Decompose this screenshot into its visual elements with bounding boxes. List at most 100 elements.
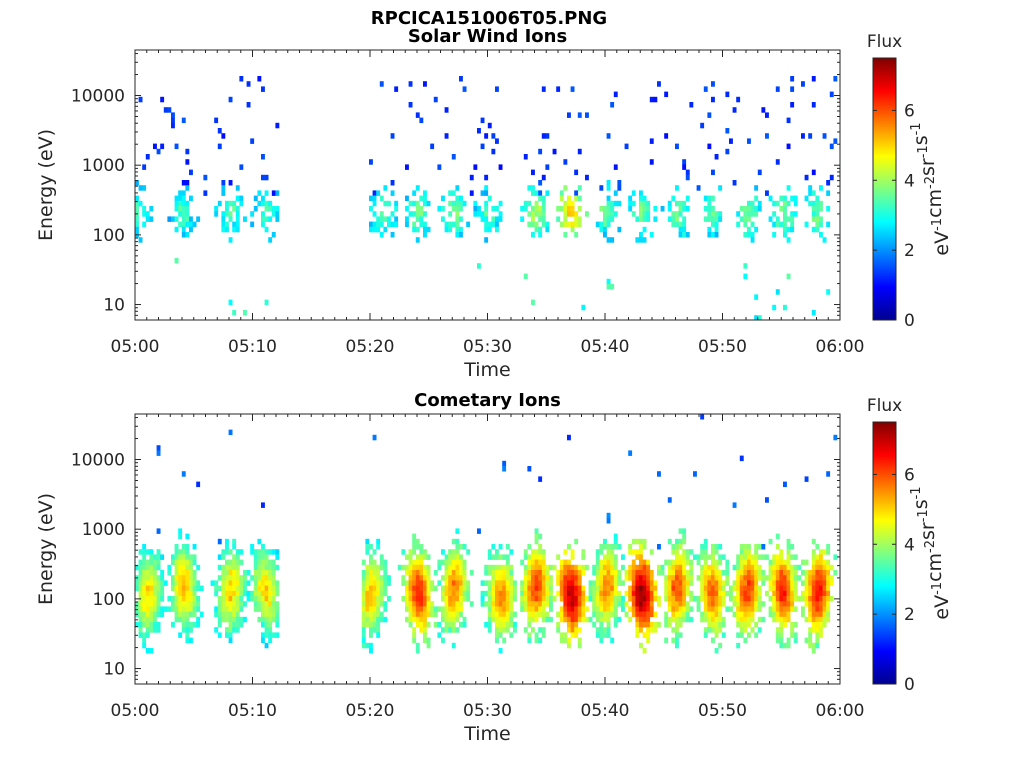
y-axis-label: Energy (eV) [35, 129, 57, 241]
spectrogram-cell [610, 601, 615, 607]
spectrogram-cell [718, 185, 723, 191]
spectrogram-cell [721, 632, 726, 638]
spectrogram-cell [448, 575, 453, 581]
spectrogram-cell [541, 559, 546, 566]
spectrogram-cell [495, 632, 499, 638]
spectrogram-cell [577, 637, 582, 644]
spectrogram-cell [264, 632, 269, 638]
spectrogram-cell [495, 216, 499, 222]
spectrogram-cell [613, 91, 618, 98]
spectrogram-cell [185, 596, 190, 602]
spectrogram-cell [189, 601, 193, 607]
spectrogram-cell [822, 601, 827, 607]
spectrogram-cell [271, 601, 276, 607]
spectrogram-cell [678, 590, 683, 597]
spectrogram-cell [563, 575, 568, 581]
spectrogram-cell [610, 564, 615, 571]
spectrogram-cell [390, 180, 395, 186]
x-axis-label: Time [463, 723, 511, 745]
spectrogram-cell [628, 616, 633, 623]
spectrogram-cell [412, 544, 417, 550]
spectrogram-cell [599, 585, 604, 592]
spectrogram-cell [667, 590, 672, 597]
spectrogram-cell [419, 616, 424, 623]
x-tick-label: 05:00 [111, 701, 160, 721]
spectrogram-cell [423, 590, 427, 597]
spectrogram-cell [617, 544, 622, 550]
spectrogram-cell [671, 606, 676, 612]
spectrogram-cell [527, 554, 532, 560]
spectrogram-cell [419, 590, 424, 597]
spectrogram-cell [815, 544, 820, 550]
spectrogram-cell [678, 559, 683, 566]
spectrogram-cell [768, 538, 773, 545]
spectrogram-cell [592, 564, 597, 571]
spectrogram-cell [423, 232, 427, 238]
x-tick-label: 05:50 [698, 701, 747, 721]
spectrogram-cell [678, 226, 683, 233]
spectrogram-cell [808, 596, 813, 602]
spectrogram-cell [135, 564, 139, 571]
spectrogram-cell [415, 596, 420, 602]
spectrogram-cell [743, 585, 748, 592]
spectrogram-cell [142, 221, 147, 228]
spectrogram-cell [829, 580, 834, 586]
spectrogram-cell [462, 200, 467, 207]
spectrogram-cell [613, 575, 618, 581]
spectrogram-cell [192, 575, 197, 581]
spectrogram-cell [747, 590, 751, 597]
spectrogram-cell [631, 559, 636, 566]
spectrogram-cell [711, 637, 715, 644]
spectrogram-cell [491, 590, 496, 597]
spectrogram-cell [523, 549, 528, 555]
spectrogram-cell [228, 611, 233, 618]
spectrogram-cell [793, 637, 798, 644]
spectrogram-cell [239, 580, 244, 586]
spectrogram-cell [174, 611, 179, 618]
spectrogram-cell [819, 232, 823, 238]
spectrogram-cell [466, 585, 471, 592]
spectrogram-cell [581, 564, 586, 571]
spectrogram-cell [790, 601, 795, 607]
spectrogram-cell [271, 206, 276, 212]
spectrogram-cell [711, 195, 715, 202]
spectrogram-cell [527, 611, 532, 618]
spectrogram-cell [603, 232, 607, 238]
spectrogram-cell [451, 559, 456, 566]
spectrogram-cell [531, 232, 535, 238]
spectrogram-cell [192, 570, 197, 576]
spectrogram-cell [747, 559, 751, 566]
spectrogram-cell [520, 216, 525, 222]
spectrogram-cell [412, 221, 417, 228]
spectrogram-cell [675, 601, 679, 607]
spectrogram-cell [574, 596, 579, 602]
spectrogram-cell [178, 575, 183, 581]
spectrogram-cell [189, 622, 193, 628]
spectrogram-cell [444, 616, 449, 623]
spectrogram-cell [783, 570, 787, 576]
spectrogram-cell [145, 632, 150, 638]
spectrogram-cell [495, 601, 499, 607]
spectrogram-cell [484, 206, 489, 212]
spectrogram-cell [768, 195, 773, 202]
spectrogram-cell [531, 169, 535, 176]
spectrogram-cell [790, 195, 795, 202]
spectrogram-cell [718, 627, 723, 633]
spectrogram-cell [808, 585, 813, 592]
spectrogram-cell [804, 195, 809, 202]
spectrogram-cell [549, 564, 553, 571]
spectrogram-cell [484, 564, 489, 571]
spectrogram-cell [534, 200, 539, 207]
spectrogram-cell [394, 216, 399, 222]
spectrogram-cell [531, 206, 535, 212]
spectrogram-cell [750, 601, 755, 607]
spectrogram-cell [559, 632, 564, 638]
spectrogram-cell [707, 232, 712, 238]
spectrogram-cell [664, 91, 669, 98]
spectrogram-cell [775, 585, 780, 592]
spectrogram-cell [750, 570, 755, 576]
spectrogram-cell [149, 549, 154, 555]
spectrogram-cell [739, 590, 744, 597]
spectrogram-cell [379, 216, 384, 222]
